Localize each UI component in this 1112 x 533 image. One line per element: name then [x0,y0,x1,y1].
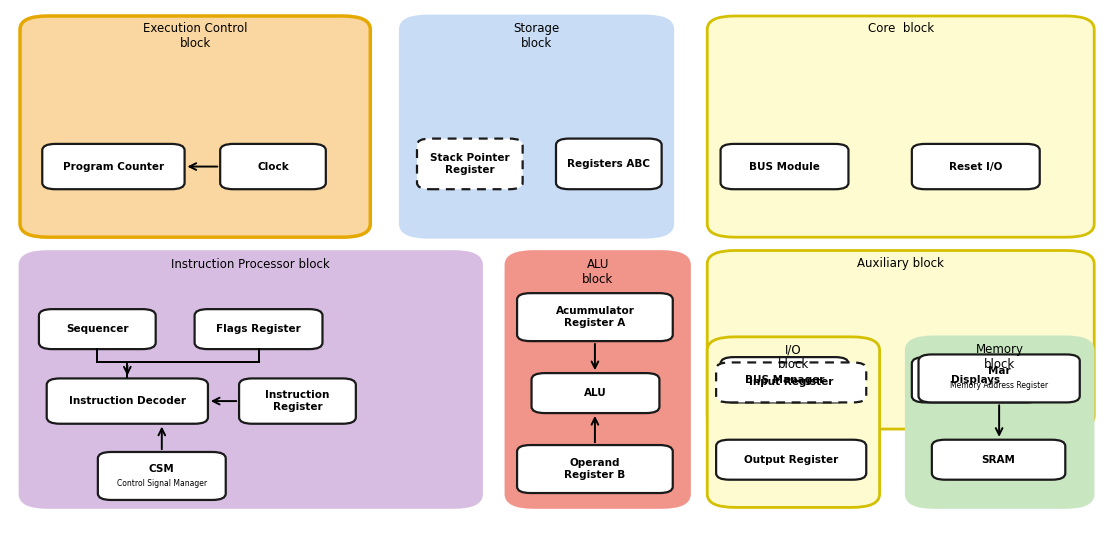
FancyBboxPatch shape [912,357,1040,402]
FancyBboxPatch shape [906,337,1093,507]
Text: Core  block: Core block [867,22,934,35]
FancyBboxPatch shape [506,252,689,507]
FancyBboxPatch shape [220,144,326,189]
Text: ALU: ALU [584,388,607,398]
FancyBboxPatch shape [517,445,673,493]
FancyBboxPatch shape [400,16,673,237]
Text: Clock: Clock [257,161,289,172]
Text: Sequencer: Sequencer [66,324,129,334]
FancyBboxPatch shape [721,357,848,402]
FancyBboxPatch shape [556,139,662,189]
FancyBboxPatch shape [20,252,481,507]
Text: Memory
block: Memory block [975,343,1024,372]
Text: Operand
Register B: Operand Register B [564,458,626,480]
Text: Mar: Mar [987,366,1011,376]
FancyBboxPatch shape [919,354,1080,402]
FancyBboxPatch shape [716,362,866,402]
Text: Control Signal Manager: Control Signal Manager [117,479,207,488]
Text: Displays: Displays [951,375,1001,385]
Text: Execution Control
block: Execution Control block [143,22,247,51]
FancyBboxPatch shape [47,378,208,424]
Text: Reset I/O: Reset I/O [950,161,1002,172]
Text: Stack Pointer
Register: Stack Pointer Register [430,153,509,175]
Text: SRAM: SRAM [982,455,1015,465]
FancyBboxPatch shape [532,373,659,413]
Text: CSM: CSM [149,464,175,473]
FancyBboxPatch shape [707,16,1094,237]
Text: Storage
block: Storage block [514,22,559,51]
FancyBboxPatch shape [716,440,866,480]
Text: Output Register: Output Register [744,455,838,465]
Text: Acummulator
Register A: Acummulator Register A [556,306,634,328]
Text: Program Counter: Program Counter [63,161,163,172]
Text: Instruction
Register: Instruction Register [266,390,329,412]
FancyBboxPatch shape [20,16,370,237]
FancyBboxPatch shape [932,440,1065,480]
Text: BUS Module: BUS Module [749,161,820,172]
FancyBboxPatch shape [42,144,185,189]
FancyBboxPatch shape [707,251,1094,429]
Text: Auxiliary block: Auxiliary block [857,257,944,270]
Text: Memory Address Register: Memory Address Register [950,382,1049,390]
Text: Input Register: Input Register [749,377,833,387]
FancyBboxPatch shape [239,378,356,424]
Text: Instruction Decoder: Instruction Decoder [69,396,186,406]
Text: ALU
block: ALU block [582,258,614,286]
FancyBboxPatch shape [195,309,322,349]
FancyBboxPatch shape [39,309,156,349]
FancyBboxPatch shape [98,452,226,500]
Text: I/O
block: I/O block [777,343,810,372]
FancyBboxPatch shape [707,337,880,507]
FancyBboxPatch shape [417,139,523,189]
Text: Registers ABC: Registers ABC [567,159,651,169]
FancyBboxPatch shape [721,144,848,189]
Text: Flags Register: Flags Register [216,324,301,334]
Text: Instruction Processor block: Instruction Processor block [171,258,330,271]
Text: BUS Manager: BUS Manager [745,375,824,385]
FancyBboxPatch shape [912,144,1040,189]
FancyBboxPatch shape [517,293,673,341]
